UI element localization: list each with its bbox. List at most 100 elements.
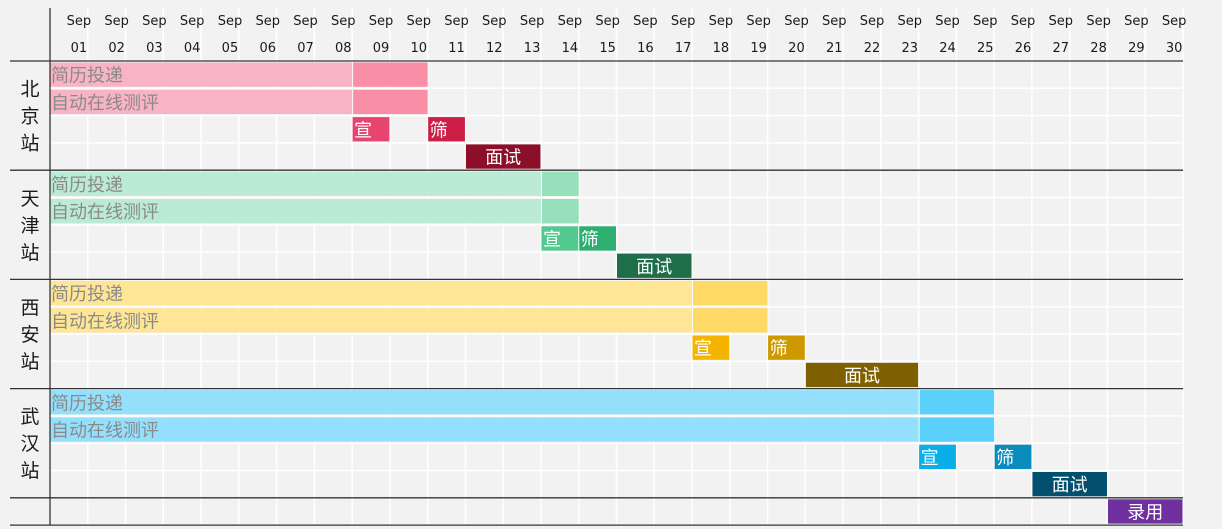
bar-label: 宣: [694, 339, 712, 360]
bar-group3-dark: [919, 417, 995, 442]
day-number-label: 02: [108, 41, 125, 56]
bar-label: 自动在线测评: [51, 93, 159, 114]
bar-group0-light: [50, 62, 353, 87]
bar-label: 筛: [770, 339, 788, 360]
day-month-label: Sep: [1162, 14, 1187, 29]
site-label-char: 站: [20, 133, 39, 155]
day-number-label: 07: [297, 41, 314, 56]
day-number-label: 30: [1166, 41, 1183, 56]
bar-group2-light: [50, 280, 693, 306]
bar-label: 自动在线测评: [51, 311, 159, 332]
bar-group2-dark: [693, 308, 768, 333]
bar-label: 宣: [543, 229, 561, 250]
day-month-label: Sep: [897, 14, 922, 29]
day-number-label: 26: [1015, 41, 1032, 56]
bar-label: 面试: [636, 257, 672, 278]
bar-group3: [1032, 472, 1107, 497]
day-number-label: 21: [826, 41, 843, 56]
day-month-label: Sep: [104, 14, 129, 29]
bar-label: 简历投递: [51, 175, 123, 196]
day-number-label: 20: [788, 41, 805, 56]
day-number-label: 12: [486, 41, 503, 56]
day-number-label: 06: [259, 41, 276, 56]
bar-label: 简历投递: [51, 66, 123, 87]
bar-group0: [352, 117, 390, 142]
bar-group1: [541, 226, 579, 251]
bar-label: 面试: [485, 148, 521, 169]
day-month-label: Sep: [218, 14, 243, 29]
day-number-label: 28: [1090, 41, 1107, 56]
site-label-char: 北: [20, 79, 39, 101]
bar-final: [1107, 499, 1183, 524]
site-label-char: 汉: [20, 433, 39, 455]
bar-group3: [994, 444, 1032, 469]
bar-label: 宣: [354, 120, 372, 141]
day-number-label: 27: [1053, 41, 1070, 56]
day-number-label: 13: [524, 41, 541, 56]
bar-group3: [919, 444, 956, 469]
day-month-label: Sep: [331, 14, 356, 29]
bar-group1: [617, 253, 692, 278]
day-month-label: Sep: [860, 14, 885, 29]
bar-group3-light: [50, 417, 919, 442]
day-number-label: 22: [864, 41, 881, 56]
bar-group1-light: [50, 199, 541, 224]
day-month-label: Sep: [293, 14, 318, 29]
day-month-label: Sep: [1086, 14, 1111, 29]
bar-group2-light: [50, 308, 693, 333]
day-month-label: Sep: [520, 14, 545, 29]
day-number-label: 01: [71, 41, 88, 56]
site-label-char: 安: [20, 324, 39, 346]
day-month-label: Sep: [180, 14, 205, 29]
day-number-label: 23: [901, 41, 918, 56]
day-month-label: Sep: [482, 14, 507, 29]
day-number-label: 08: [335, 41, 352, 56]
day-month-label: Sep: [633, 14, 658, 29]
bar-group2: [768, 335, 805, 360]
bar-label: 筛: [996, 448, 1014, 469]
bar-group2: [692, 335, 730, 360]
bar-label: 简历投递: [51, 284, 123, 305]
day-number-label: 05: [222, 41, 239, 56]
day-month-label: Sep: [671, 14, 696, 29]
day-number-label: 11: [448, 41, 465, 56]
day-number-label: 09: [373, 41, 390, 56]
day-month-label: Sep: [973, 14, 998, 29]
site-label-char: 京: [20, 106, 39, 128]
bar-group0-dark: [353, 62, 428, 87]
day-month-label: Sep: [595, 14, 620, 29]
bar-label: 筛: [430, 120, 448, 141]
bar-label: 自动在线测评: [51, 202, 159, 223]
bar-group1-dark: [541, 199, 579, 224]
bar-group3-light: [50, 390, 919, 415]
day-month-label: Sep: [1124, 14, 1149, 29]
day-month-label: Sep: [822, 14, 847, 29]
bar-group2-dark: [693, 280, 768, 306]
day-number-label: 25: [977, 41, 994, 56]
day-month-label: Sep: [558, 14, 583, 29]
day-month-label: Sep: [746, 14, 771, 29]
day-month-label: Sep: [1011, 14, 1036, 29]
bar-label: 录用: [1127, 502, 1163, 523]
day-month-label: Sep: [407, 14, 432, 29]
day-number-label: 24: [939, 41, 956, 56]
bar-group1-light: [50, 171, 541, 196]
bar-group1: [579, 226, 616, 251]
bar-label: 面试: [844, 366, 880, 387]
day-number-label: 03: [146, 41, 163, 56]
bar-group0-light: [50, 89, 353, 115]
day-number-label: 29: [1128, 41, 1145, 56]
divider-layer: [10, 8, 1183, 526]
site-label-char: 武: [20, 406, 39, 428]
day-number-label: 14: [562, 41, 579, 56]
site-label-char: 津: [20, 215, 39, 237]
bar-group0-dark: [353, 89, 428, 115]
day-number-label: 19: [750, 41, 767, 56]
bar-group0: [465, 144, 541, 169]
day-number-label: 18: [713, 41, 730, 56]
day-number-label: 17: [675, 41, 692, 56]
day-month-label: Sep: [369, 14, 394, 29]
day-month-label: Sep: [444, 14, 469, 29]
day-number-label: 16: [637, 41, 654, 56]
